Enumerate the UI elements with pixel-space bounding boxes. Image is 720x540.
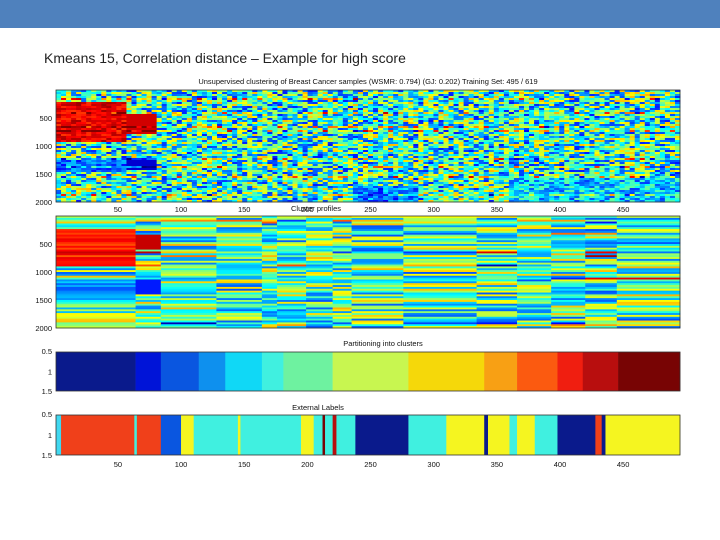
profile-cells — [56, 216, 681, 329]
partition-segment — [517, 352, 558, 391]
partition-segment — [160, 352, 200, 391]
label-segment — [313, 415, 323, 455]
external-labels-y-tick: 0.5 — [42, 410, 52, 419]
label-segment — [595, 415, 602, 455]
partition-segment — [135, 352, 162, 391]
heatmap-cells — [56, 90, 681, 203]
label-segment — [237, 415, 241, 455]
partition-segment — [198, 352, 226, 391]
heatmap-y-tick: 2000 — [35, 198, 52, 207]
partition-segment — [408, 352, 485, 391]
label-segment — [160, 415, 182, 455]
external-labels-panel: External Labels 0.5 1 1.5 50 100 150 200 250 300 3… — [42, 403, 681, 469]
label-segment — [534, 415, 558, 455]
heatmap-frame — [55, 89, 681, 203]
label-segment — [488, 415, 510, 455]
external-labels-x-tick: 100 — [175, 460, 188, 469]
external-labels-x-tick: 400 — [554, 460, 567, 469]
partition-segment — [283, 352, 333, 391]
heatmap-x-tick: 50 — [114, 205, 122, 214]
profiles-y-tick: 2000 — [35, 324, 52, 333]
partition-segment — [618, 352, 681, 391]
partitioning-title: Partitioning into clusters — [343, 339, 423, 348]
external-labels-x-tick: 200 — [301, 460, 314, 469]
slide-header-bar — [0, 0, 720, 28]
profiles-title: Cluster profiles — [291, 204, 341, 213]
heatmap-x-tick: 200 — [301, 205, 314, 214]
label-segment — [408, 415, 447, 455]
label-segment — [136, 415, 162, 455]
label-segment — [336, 415, 356, 455]
heatmap-x-tick: 300 — [427, 205, 440, 214]
heatmap-x-tick: 250 — [364, 205, 377, 214]
slide-title: Kmeans 15, Correlation distance – Exampl… — [44, 50, 406, 66]
label-segment — [240, 415, 302, 455]
label-segment — [134, 415, 138, 455]
partitioning-frame — [55, 351, 681, 392]
partition-segment — [332, 352, 409, 391]
external-labels-x-tick: 250 — [364, 460, 377, 469]
label-segment — [193, 415, 239, 455]
label-segment — [181, 415, 194, 455]
external-labels-y-tick: 1.5 — [42, 451, 52, 460]
label-segment — [446, 415, 485, 455]
label-segment — [325, 415, 333, 455]
heatmap-x-tick: 100 — [175, 205, 188, 214]
external-labels-title: External Labels — [292, 403, 344, 412]
heatmap-x-tick: 450 — [617, 205, 630, 214]
label-segment — [301, 415, 314, 455]
heatmap-y-tick: 1500 — [35, 170, 52, 179]
partition-segment — [557, 352, 584, 391]
external-labels-x-tick: 150 — [238, 460, 251, 469]
heatmap-x-tick: 350 — [491, 205, 504, 214]
label-segment — [517, 415, 536, 455]
label-segment — [355, 415, 409, 455]
label-segment — [601, 415, 606, 455]
label-segment — [509, 415, 518, 455]
heatmap-title: Unsupervised clustering of Breast Cancer… — [198, 77, 537, 86]
partitioning-y-tick: 0.5 — [42, 347, 52, 356]
profiles-frame — [55, 215, 681, 329]
heatmap-x-tick: 400 — [554, 205, 567, 214]
external-labels-x-tick: 300 — [427, 460, 440, 469]
profiles-y-tick: 1000 — [35, 268, 52, 277]
external-labels-frame — [55, 414, 681, 456]
external-labels-x-tick: 350 — [491, 460, 504, 469]
partitioning-y-tick: 1.5 — [42, 387, 52, 396]
external-labels-y-tick: 1 — [48, 431, 52, 440]
partition-segment — [56, 352, 136, 391]
heatmap-y-tick: 500 — [39, 114, 52, 123]
samples-heatmap-panel: Unsupervised clustering of Breast Cancer… — [35, 77, 681, 214]
partitioning-y-tick: 1 — [48, 368, 52, 377]
figure: Unsupervised clustering of Breast Cancer… — [35, 77, 681, 469]
external-labels-x-tick: 450 — [617, 460, 630, 469]
partition-segment — [225, 352, 263, 391]
partition-segment — [582, 352, 619, 391]
label-segment — [56, 415, 62, 455]
heatmap-x-tick: 150 — [238, 205, 251, 214]
label-segment — [484, 415, 489, 455]
profiles-y-tick: 500 — [39, 240, 52, 249]
label-segment — [332, 415, 337, 455]
label-segment — [322, 415, 326, 455]
cluster-profiles-panel: Cluster profiles 500 1000 1500 2000 — [35, 204, 681, 333]
partition-segment — [484, 352, 518, 391]
profiles-y-tick: 1500 — [35, 296, 52, 305]
external-labels-x-tick: 50 — [114, 460, 122, 469]
heatmap-y-tick: 1000 — [35, 142, 52, 151]
label-segment — [557, 415, 596, 455]
label-segment — [605, 415, 681, 455]
partitioning-panel: Partitioning into clusters 0.5 1 1.5 — [42, 339, 681, 396]
label-segment — [61, 415, 135, 455]
partition-segment — [261, 352, 284, 391]
